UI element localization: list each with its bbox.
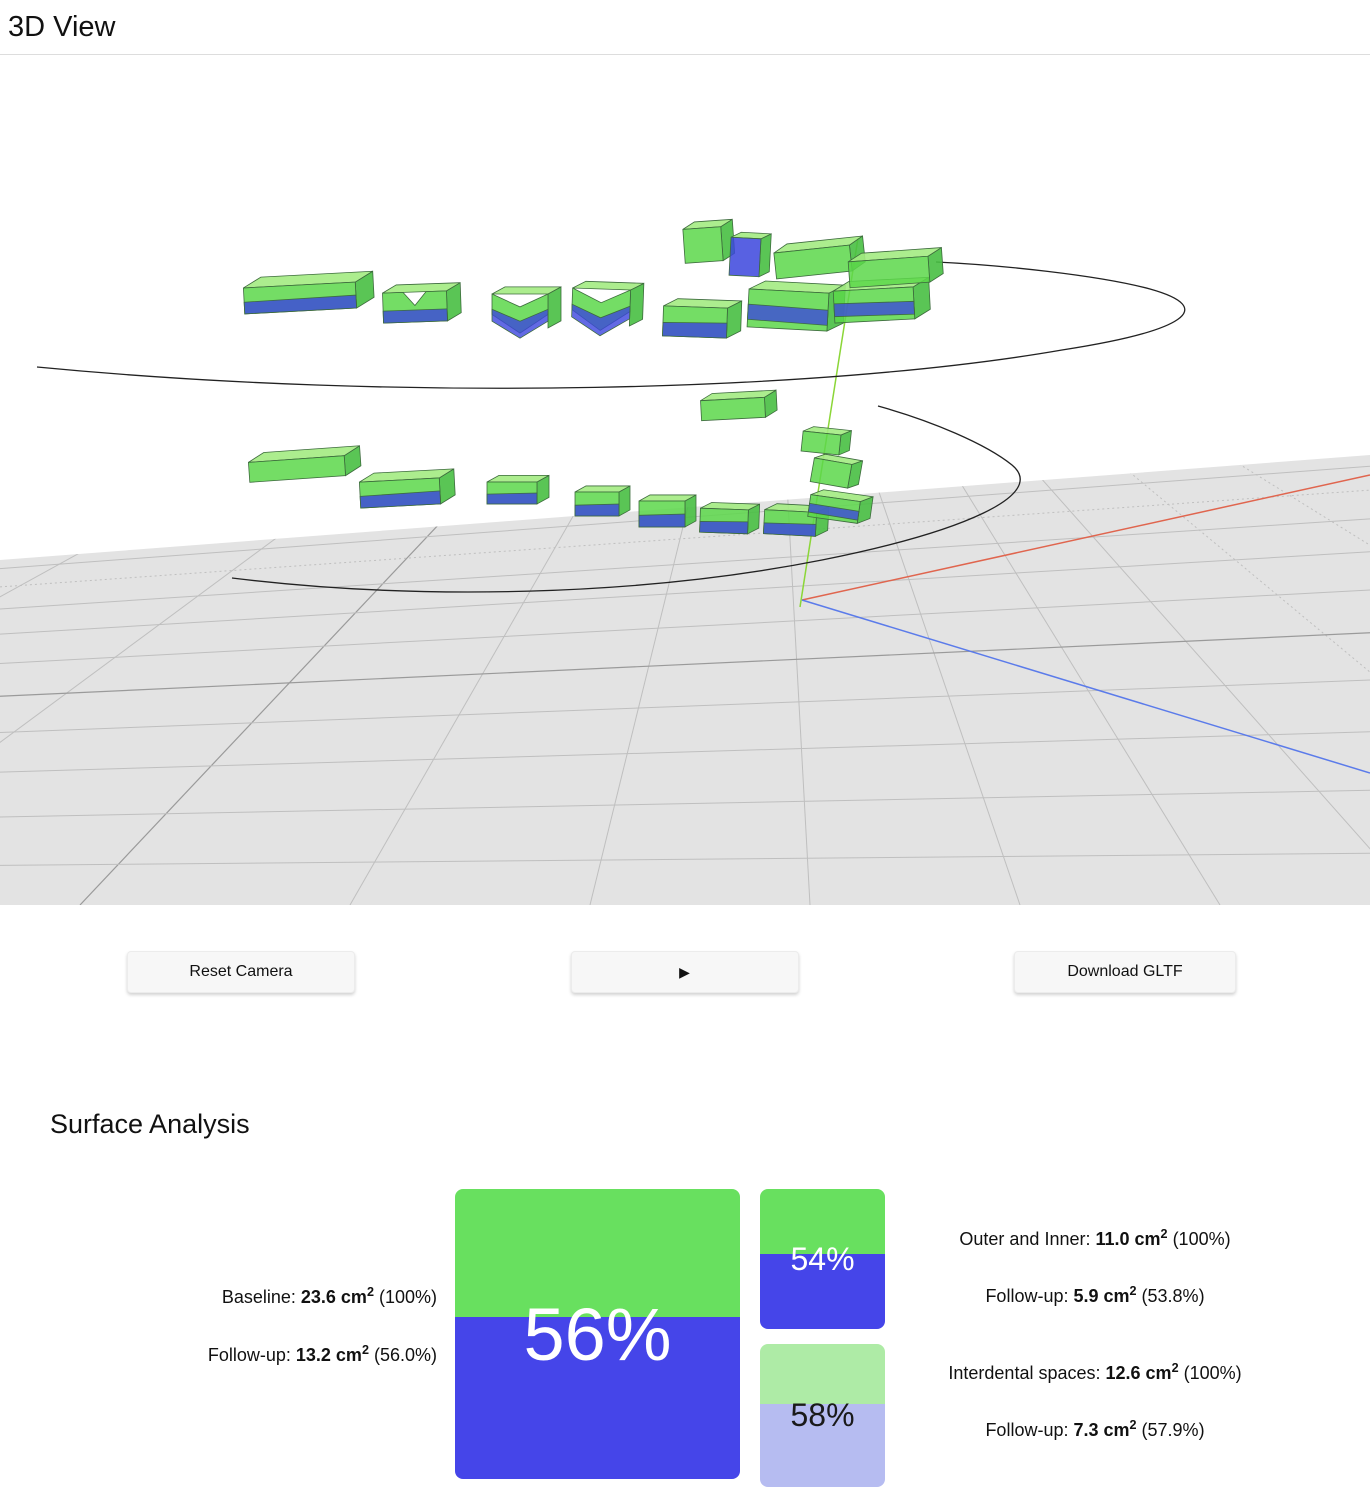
reset-camera-button[interactable]: Reset Camera [127,951,355,993]
interdental-followup-fill [760,1404,885,1487]
outer-inner-followup-fill [760,1253,885,1329]
followup-line: Follow-up: 13.2 cm2 (56.0%) [207,1343,437,1365]
download-gltf-button[interactable]: Download GLTF [1014,951,1236,993]
total-baseline-fill [455,1189,740,1317]
interdental-baseline-fill [760,1344,885,1405]
upper-arch-curve [36,261,1186,389]
upper-teeth-meshes [242,218,944,339]
outer-inner-square: 54% [760,1189,885,1329]
interdental-followup-line: Follow-up: 7.3 cm2 (57.9%) [985,1418,1205,1440]
total-percentage-label: 56% [523,1292,672,1376]
arch-spline-curves [36,261,1186,593]
surface-analysis-panel: Baseline: 23.6 cm2 (100%) Follow-up: 13.… [0,1189,1370,1487]
interdental-baseline-line: Interdental spaces: 12.6 cm2 (100%) [948,1361,1242,1383]
lower-arch-curve [231,405,1021,593]
viewer-toolbar: Reset Camera ▶ Download GLTF [127,951,1236,993]
outer-inner-baseline-line: Outer and Inner: 11.0 cm2 (100%) [959,1227,1231,1249]
play-icon: ▶ [679,963,690,980]
interdental-percentage-label: 58% [790,1397,855,1433]
surface-analysis-title: Surface Analysis [50,1109,250,1139]
total-surface-square: 56% [455,1189,740,1479]
outer-inner-followup-line: Follow-up: 5.9 cm2 (53.8%) [985,1284,1205,1306]
play-button[interactable]: ▶ [570,951,799,993]
3d-viewport[interactable] [0,55,1370,905]
z-axis [801,599,1370,774]
baseline-stats: Baseline: 23.6 cm2 (100%) Follow-up: 13.… [0,1281,437,1397]
outer-inner-stats: Outer and Inner: 11.0 cm2 (100%) Follow-… [900,1223,1290,1337]
baseline-line: Baseline: 23.6 cm2 (100%) [221,1285,437,1307]
outer-inner-baseline-fill [760,1189,885,1254]
outer-inner-percentage-label: 54% [790,1240,855,1277]
x-axis [801,474,1370,601]
total-followup-fill [455,1316,740,1479]
floor-grid [0,455,1370,905]
page-title: 3D View [0,0,1370,55]
lower-teeth-meshes [247,389,874,537]
floor-plane [0,455,1370,905]
interdental-square: 58% [760,1344,885,1487]
interdental-stats: Interdental spaces: 12.6 cm2 (100%) Foll… [900,1357,1290,1471]
